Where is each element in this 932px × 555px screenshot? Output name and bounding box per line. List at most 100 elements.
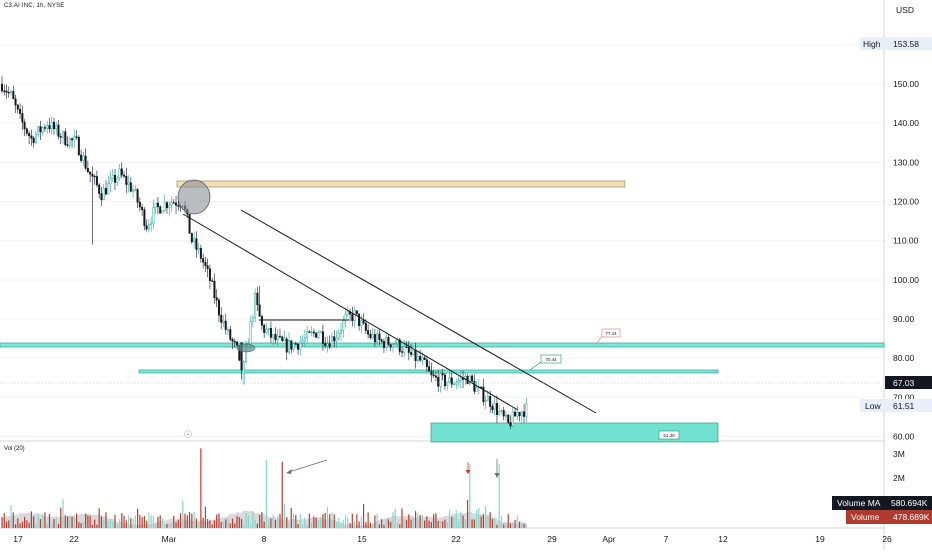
- candle: [511, 407, 514, 428]
- volume-bar: [457, 521, 460, 528]
- volume-bar: [421, 515, 423, 528]
- candle: [310, 326, 313, 337]
- candle-body: [86, 168, 89, 173]
- candle-body: [498, 411, 501, 415]
- candle-body: [217, 299, 220, 316]
- candle: [109, 171, 112, 193]
- volume-bar: [229, 523, 231, 528]
- candle: [520, 410, 523, 424]
- candle: [62, 130, 65, 145]
- candle-body: [315, 332, 318, 338]
- volume-bar: [227, 518, 229, 528]
- zone-label-upper: 77.44: [605, 331, 617, 336]
- candle: [376, 328, 379, 345]
- candle: [147, 219, 150, 233]
- candle: [292, 342, 295, 352]
- volume-bar: [480, 516, 482, 528]
- candle-body: [236, 341, 239, 346]
- price-tick-label: 110.00: [893, 236, 919, 246]
- candle-body: [50, 121, 53, 130]
- candle: [428, 360, 431, 372]
- candle: [299, 335, 302, 356]
- candle: [12, 85, 15, 100]
- volume-bar: [419, 515, 421, 528]
- candle: [367, 324, 370, 339]
- candle: [416, 351, 419, 363]
- candle-body: [265, 329, 268, 333]
- candle-body: [335, 337, 338, 342]
- candle-body: [116, 177, 119, 183]
- volume-bar: [455, 510, 457, 528]
- volume-bar: [518, 521, 521, 528]
- volume-bar: [410, 519, 412, 528]
- zone-label-upper-box: [601, 328, 621, 338]
- time-tick-label: 29: [547, 534, 557, 544]
- price-tick-label: 70.00: [893, 392, 915, 402]
- volume-bar: [8, 520, 10, 528]
- volume-bar: [435, 513, 437, 528]
- candle-body: [102, 188, 105, 201]
- candle-body: [71, 138, 74, 141]
- volume-bar: [200, 448, 202, 528]
- candle-body: [360, 320, 363, 326]
- candle-body: [509, 422, 512, 427]
- volume-bar: [132, 518, 134, 528]
- candle: [25, 127, 28, 136]
- volume-bar: [1, 517, 3, 528]
- time-tick-label: Mar: [162, 534, 177, 544]
- volume-bar: [509, 522, 512, 528]
- volume-bar: [37, 513, 39, 528]
- volume-bar: [333, 514, 335, 528]
- candle: [159, 205, 162, 214]
- candle-body: [211, 280, 214, 282]
- volume-tick-label: 3M: [893, 449, 905, 459]
- candle-body: [432, 374, 435, 377]
- candle: [28, 130, 31, 145]
- candle-body: [10, 91, 13, 93]
- volume-bar: [94, 519, 96, 528]
- candle-body: [281, 336, 284, 341]
- volume-bar: [358, 521, 360, 528]
- volume-bar: [405, 519, 408, 528]
- volume-bar: [240, 518, 243, 528]
- candle-body: [231, 339, 234, 342]
- candle: [389, 344, 392, 352]
- volume-bar: [82, 522, 84, 528]
- volume-bar: [222, 521, 225, 528]
- candle: [278, 328, 281, 339]
- candle-body: [222, 320, 225, 323]
- candle-body: [114, 174, 116, 183]
- candle-body: [491, 406, 494, 411]
- candle: [263, 323, 266, 338]
- volume-bar: [521, 521, 523, 528]
- volume-bar: [161, 518, 164, 528]
- volume-label: Volume: [851, 512, 880, 522]
- volume-bar: [245, 513, 247, 528]
- volume-bar: [349, 523, 351, 528]
- candle: [75, 130, 78, 140]
- volume-bar: [218, 513, 220, 528]
- candle-body: [457, 379, 460, 383]
- candle-body: [342, 320, 345, 331]
- high-value: 153.58: [893, 39, 919, 49]
- time-tick-label: 7: [664, 534, 669, 544]
- volume-bar: [290, 507, 292, 528]
- candle: [514, 407, 517, 417]
- candle: [145, 219, 148, 232]
- candle: [220, 307, 223, 330]
- volume-bar: [408, 514, 410, 528]
- volume-bar: [91, 524, 93, 528]
- volume-bar: [340, 523, 342, 528]
- volume-bar: [259, 514, 261, 528]
- candle: [161, 210, 164, 214]
- candle: [21, 105, 24, 130]
- volume-bar: [26, 520, 28, 528]
- candle-body: [229, 329, 232, 340]
- candle: [82, 151, 85, 167]
- candle-body: [272, 334, 275, 338]
- zone-label-lower-box: [658, 430, 680, 440]
- volume-arrow-head: [286, 469, 292, 474]
